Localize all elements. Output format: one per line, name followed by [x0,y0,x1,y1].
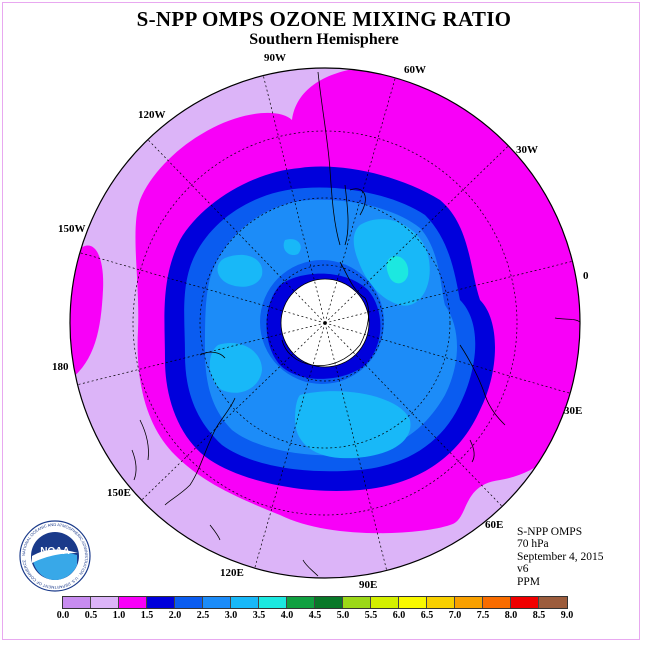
colorbar [62,596,568,609]
meridian-line [262,75,326,324]
colorbar-segment [119,597,147,608]
colorbar-tick-label: 7.0 [448,610,462,621]
antarctic-peninsula [281,261,370,367]
colorbar-tick-label: 3.5 [252,610,266,621]
ozone-band-3-0 [217,254,263,287]
map-title: S-NPP OMPS OZONE MIXING RATIO [136,7,512,31]
lon-label: 0 [583,270,589,282]
colorbar-segment [455,597,483,608]
meridian-line [254,322,326,569]
colorbar-tick-label: 4.0 [280,610,294,621]
meridian-line [324,322,571,394]
ozone-band-3-0 [283,239,301,256]
colorbar-segment [511,597,539,608]
colorbar-segment [371,597,399,608]
pressure-level: 70 hPa [517,538,549,551]
new-zealand [131,419,149,481]
colorbar-tick-label: 8.5 [532,610,546,621]
lon-label: 60W [404,64,426,76]
latitude-circle [199,197,451,449]
plot-frame [2,2,640,640]
colorbar-segment [483,597,511,608]
data-version: v6 [517,563,529,576]
australia-coast [164,351,236,506]
meridian-line [324,322,388,571]
logo-text: NOAA [40,546,69,557]
colorbar-segment [231,597,259,608]
colorbar-tick-label: 5.0 [336,610,350,621]
meridian-line [324,145,509,324]
south-america-coast [317,71,366,246]
ozone-band-3-5 [386,256,409,284]
colorbar-segment [539,597,567,608]
colorbar-segment [343,597,371,608]
africa-coast [459,317,581,426]
colorbar-segment [63,597,91,608]
colorbar-tick-label: 6.5 [420,610,434,621]
colorbar-segment [399,597,427,608]
observation-date: September 4, 2015 [517,550,604,563]
lon-label: 90W [264,52,286,64]
map-info: S-NPP OMPS 70 hPa September 4, 2015 v6 P… [517,526,604,588]
colorbar-tick-label: 8.0 [504,610,518,621]
noaa-logo: NOAA NATIONAL OCEANIC AND ATMOSPHERIC AD… [19,520,91,592]
latitude-circle [132,130,518,516]
colorbar-tick-label: 0.0 [56,610,70,621]
colorbar-tick-label: 1.5 [140,610,154,621]
lon-label: 30W [516,144,538,156]
coastlines [131,71,581,577]
colorbar-segment [175,597,203,608]
madagascar [469,439,475,463]
colorbar-tick-label: 3.0 [224,610,238,621]
colorbar-segment [203,597,231,608]
colorbar-segment [147,597,175,608]
colorbar-tick-label: 6.0 [392,610,406,621]
map-subtitle: Southern Hemisphere [249,31,399,48]
logo-bird [32,549,78,563]
colorbar-tick-label: 2.0 [168,610,182,621]
colorbar-tick-label: 5.5 [364,610,378,621]
colorbar-tick-label: 9.0 [560,610,574,621]
lon-label: 150E [107,487,131,499]
colorbar-tick-label: 4.5 [308,610,322,621]
instrument-label: S-NPP OMPS [517,526,583,538]
lon-label: 30E [564,405,582,417]
units-label: PPM [517,575,541,588]
colorbar-segment [427,597,455,608]
meridian-line [147,139,326,324]
meridian-line [324,77,396,324]
ozone-band-3-0 [295,391,411,459]
meridian-line [324,260,573,324]
meridian-line [77,322,326,386]
lon-label: 120E [220,567,244,579]
islands [209,524,319,577]
colorbar-segment [287,597,315,608]
colorbar-segment [259,597,287,608]
lon-label: 60E [485,519,503,531]
ozone-band-1-0 [70,245,104,380]
colorbar-segment [91,597,119,608]
meridian-line [141,322,326,501]
colorbar-tick-label: 1.0 [112,610,126,621]
meridian-line [324,322,503,507]
colorbar-tick-label: 2.5 [196,610,210,621]
logo-wave [33,551,77,580]
lon-label: 150W [58,223,86,235]
south-pole [323,321,327,325]
longitude-labels: 90W 60W 30W 0 30E 60E 90E 120E 150E 180 … [52,52,589,591]
lon-label: 120W [138,109,166,121]
latitude-circle [266,264,384,382]
lon-label: 90E [359,579,377,591]
lon-label: 180 [52,361,69,373]
meridian-line [79,252,326,324]
colorbar-segment [315,597,343,608]
graticule [77,75,573,571]
colorbar-tick-label: 0.5 [84,610,98,621]
map-border [69,67,581,579]
colorbar-tick-label: 7.5 [476,610,490,621]
